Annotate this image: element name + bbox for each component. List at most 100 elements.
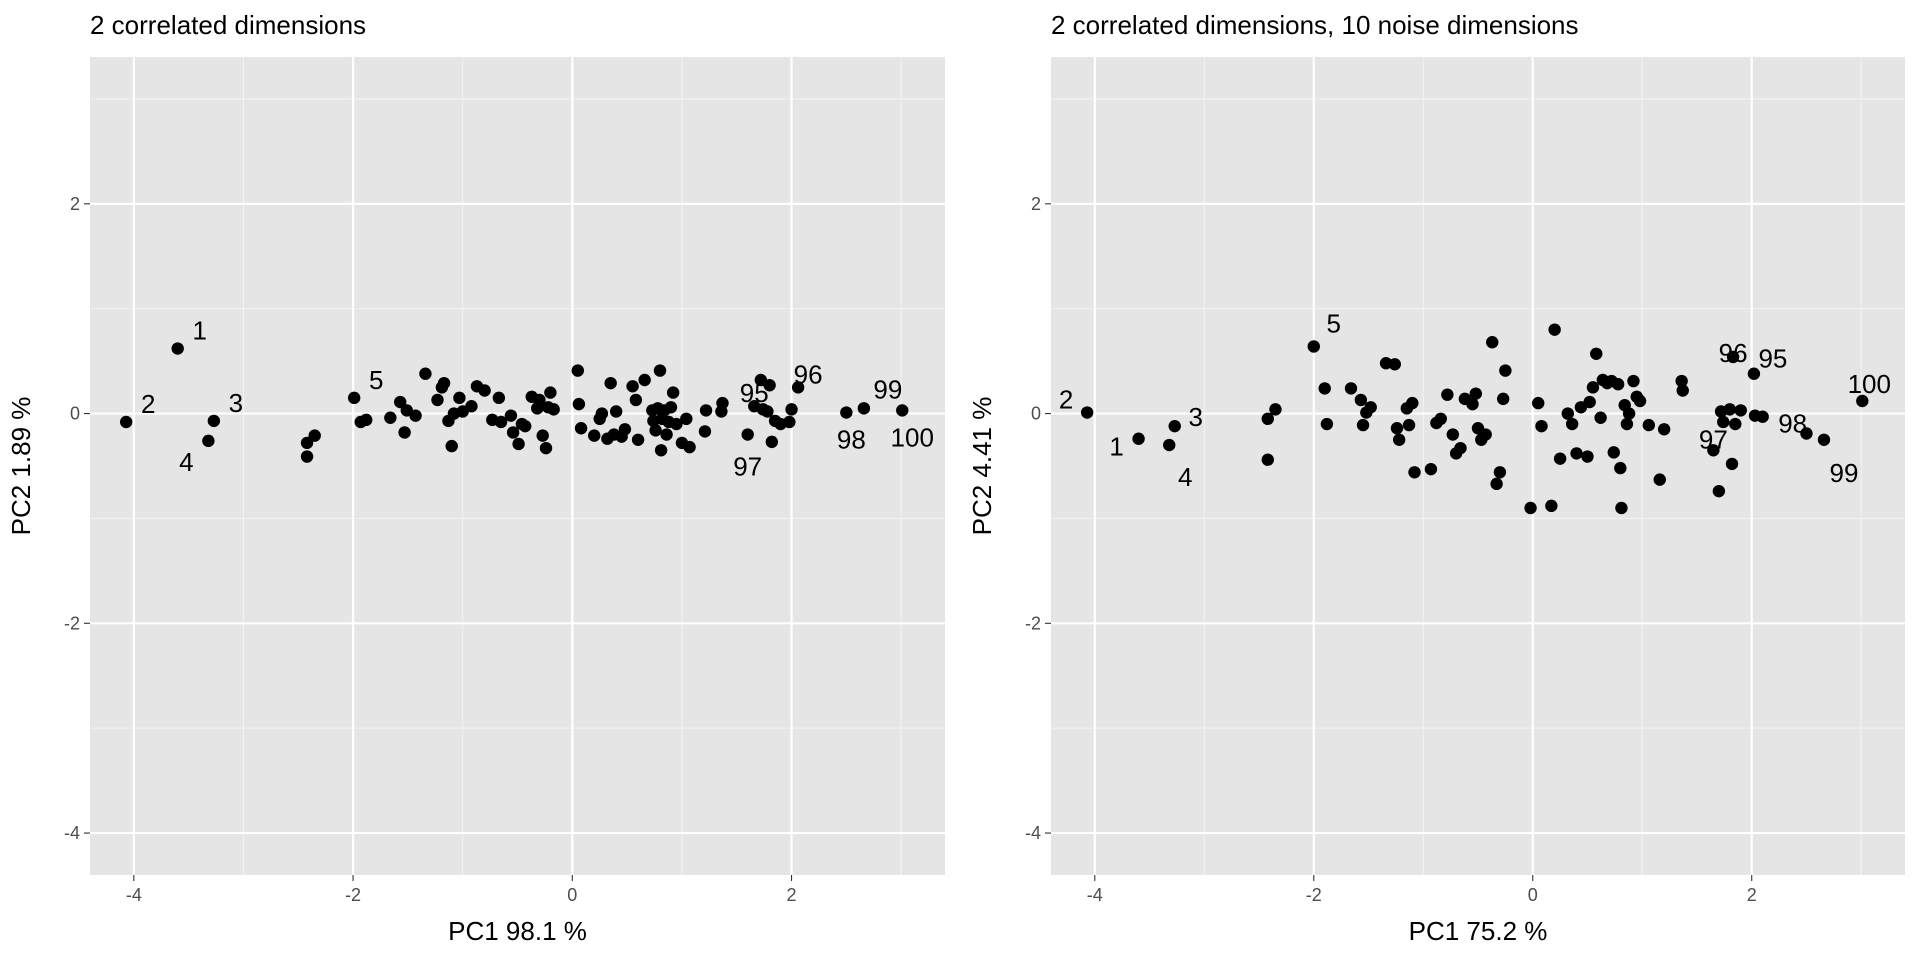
data-point — [1499, 364, 1512, 377]
data-point — [518, 419, 532, 433]
y-axis-title: PC2 4.41 % — [967, 397, 997, 536]
data-point — [1729, 417, 1742, 431]
data-point — [741, 428, 754, 441]
data-point — [1406, 396, 1419, 410]
data-point — [437, 376, 451, 390]
y-tick-label: -2 — [1025, 613, 1041, 633]
point-label: 100 — [891, 422, 934, 452]
data-point — [1594, 411, 1607, 424]
data-point — [445, 439, 458, 453]
data-point — [544, 386, 557, 399]
data-point — [1392, 433, 1406, 446]
x-tick-label: -4 — [126, 885, 142, 905]
data-point — [1614, 461, 1627, 475]
data-point — [649, 424, 662, 437]
data-point — [716, 396, 729, 410]
data-point — [1633, 394, 1647, 408]
data-point — [1479, 428, 1492, 441]
data-point — [300, 436, 314, 450]
data-point — [1261, 412, 1274, 426]
data-point — [1726, 350, 1740, 364]
data-point — [1565, 417, 1579, 431]
data-point — [1622, 407, 1636, 420]
data-point — [1611, 378, 1625, 391]
data-point — [1553, 452, 1567, 465]
point-label: 95 — [740, 378, 769, 408]
data-point — [1408, 466, 1421, 479]
data-point — [1168, 419, 1181, 433]
data-point — [765, 435, 779, 449]
data-point — [1402, 418, 1416, 432]
data-point — [654, 444, 668, 457]
x-tick-label: -4 — [1087, 885, 1103, 905]
point-label: 5 — [369, 365, 383, 395]
data-point — [638, 373, 651, 387]
point-label: 5 — [1327, 308, 1341, 338]
data-point — [664, 401, 678, 414]
data-point — [1734, 404, 1747, 417]
data-point — [494, 415, 508, 429]
data-point — [1620, 417, 1634, 431]
y-tick-label: -4 — [1025, 823, 1041, 843]
y-tick-label: -4 — [64, 823, 80, 843]
data-point — [1490, 477, 1503, 491]
data-point — [1615, 501, 1628, 515]
data-point — [618, 423, 632, 436]
data-point — [666, 386, 680, 399]
data-point — [492, 391, 506, 405]
data-point — [512, 437, 525, 451]
labels-layer: 2 1 3 4 5 97 96 95 98 99 100 — [1059, 308, 1891, 492]
data-point — [1561, 407, 1574, 420]
data-point — [347, 391, 361, 405]
data-point — [207, 414, 221, 428]
data-point — [791, 381, 805, 394]
data-point — [1132, 432, 1145, 445]
data-point — [699, 404, 713, 417]
point-label: 2 — [141, 389, 155, 419]
data-point — [1441, 388, 1454, 401]
x-tick-label: 2 — [787, 885, 797, 905]
data-point — [683, 440, 696, 454]
data-point — [547, 403, 560, 416]
data-point — [698, 425, 712, 438]
y-tick-label: 0 — [70, 404, 80, 424]
y-tick-label: -2 — [64, 613, 80, 633]
point-label: 2 — [1059, 385, 1073, 415]
data-point — [785, 403, 798, 416]
data-point — [1586, 381, 1600, 394]
data-point — [609, 405, 623, 418]
data-point — [1493, 466, 1507, 479]
data-point — [670, 417, 683, 431]
data-point — [308, 429, 321, 442]
data-point — [1590, 347, 1603, 360]
data-point — [533, 393, 546, 407]
panel-background — [1051, 57, 1905, 875]
x-tick-label: 0 — [567, 885, 577, 905]
point-label: 97 — [1699, 424, 1728, 454]
data-point — [202, 434, 215, 448]
data-point — [1570, 447, 1583, 460]
data-point — [571, 364, 584, 377]
data-point — [1163, 438, 1176, 452]
data-point — [453, 391, 466, 405]
x-tick-label: -2 — [1306, 885, 1322, 905]
data-point — [300, 450, 314, 463]
data-point — [1486, 336, 1499, 349]
data-point — [1707, 444, 1720, 457]
data-point — [1817, 433, 1831, 446]
data-point — [1653, 473, 1666, 486]
data-point — [595, 407, 609, 420]
data-point — [506, 426, 520, 439]
point-label: 1 — [192, 316, 206, 346]
data-point — [1583, 395, 1596, 409]
data-point — [1642, 418, 1656, 432]
plot-title: 2 correlated dimensions — [90, 10, 366, 40]
data-point — [1344, 382, 1358, 395]
points-layer — [1080, 323, 1869, 515]
data-point — [394, 395, 407, 409]
data-point — [360, 413, 373, 427]
data-point — [857, 402, 871, 415]
data-point — [1469, 387, 1483, 400]
